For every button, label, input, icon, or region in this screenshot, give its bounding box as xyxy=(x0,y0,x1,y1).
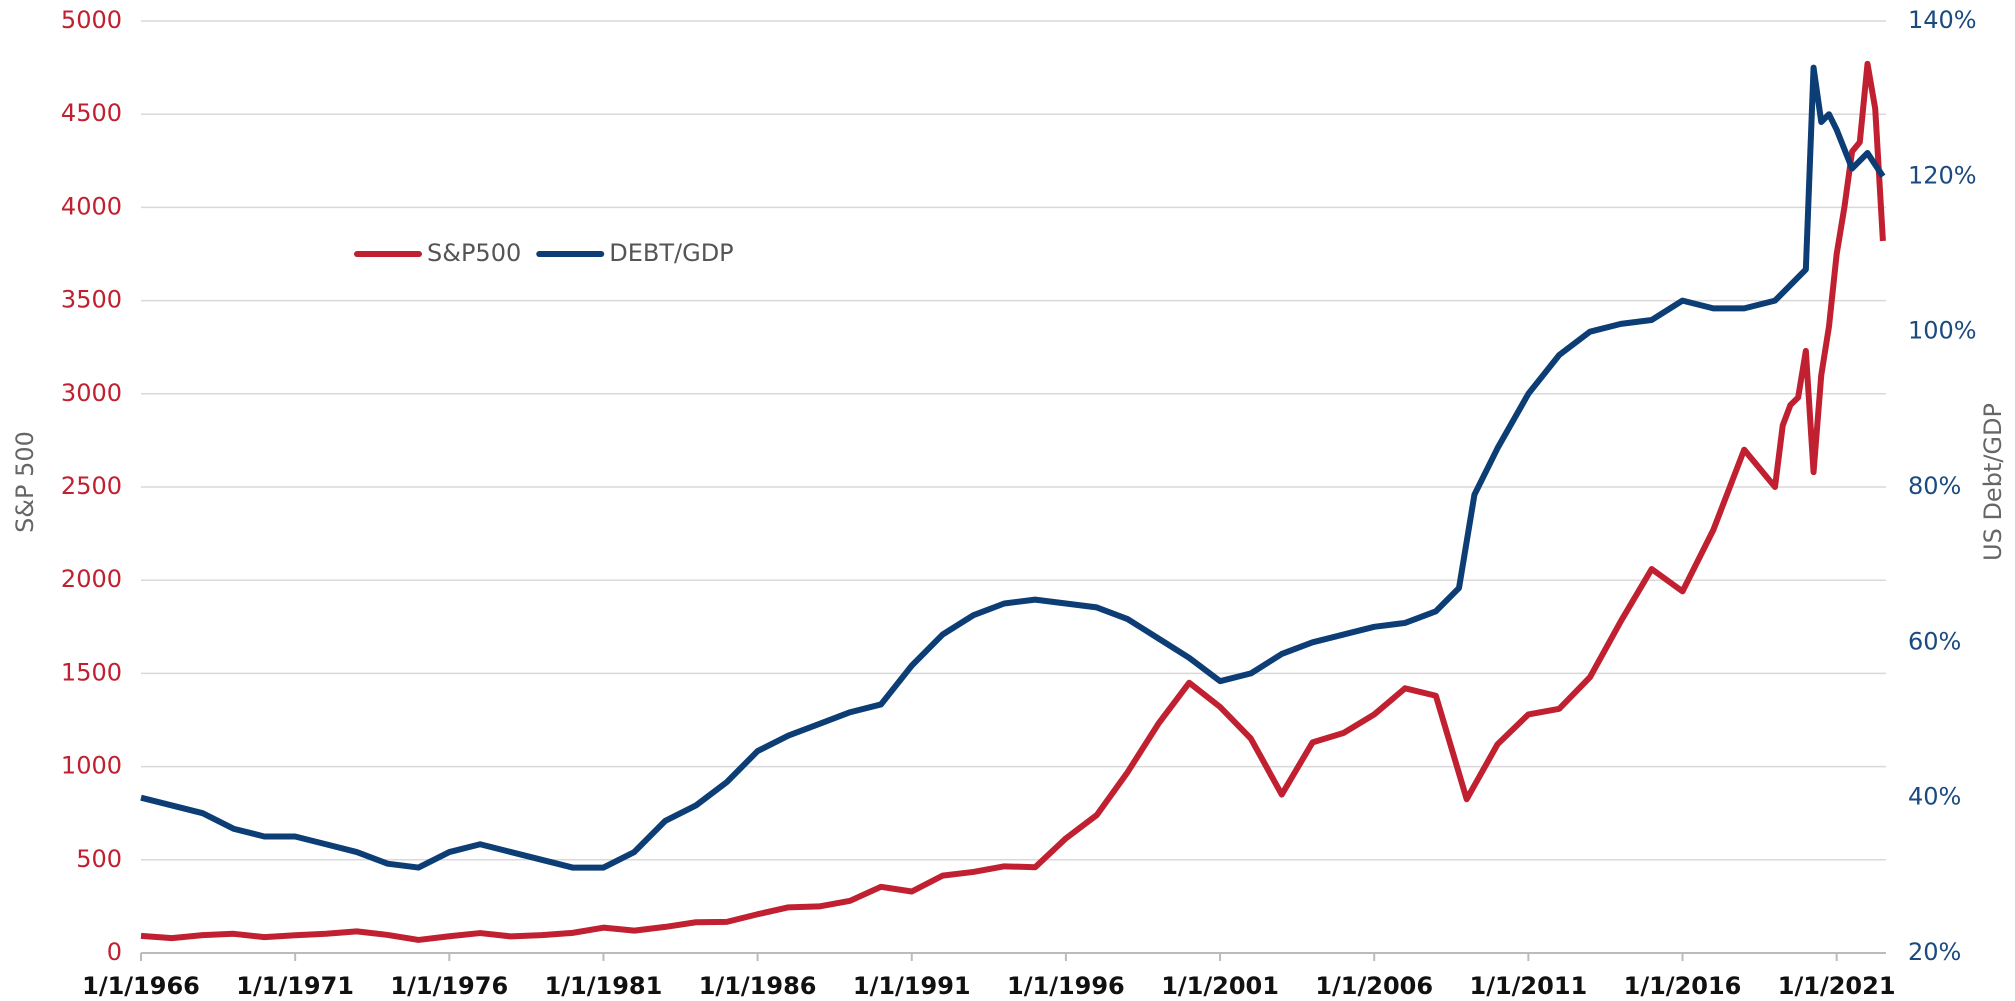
y-tick-label: 4500 xyxy=(61,99,122,127)
y-tick-label: 2000 xyxy=(61,565,122,593)
y-tick-label: 4000 xyxy=(61,192,122,220)
x-tick-label: 1/1/2011 xyxy=(1470,972,1588,1000)
y-tick-label: 2500 xyxy=(61,472,122,500)
y2-tick-label: 100% xyxy=(1908,317,1977,345)
x-tick-label: 1/1/2021 xyxy=(1778,972,1896,1000)
y2-tick-label: 20% xyxy=(1908,938,1961,966)
y-tick-label: 3000 xyxy=(61,379,122,407)
x-tick-label: 1/1/1981 xyxy=(545,972,663,1000)
x-tick-label: 1/1/1996 xyxy=(1007,972,1125,1000)
y-axis-label: S&P 500 xyxy=(11,431,39,533)
y-tick-label: 3500 xyxy=(61,286,122,314)
y-tick-label: 1000 xyxy=(61,752,122,780)
x-tick-label: 1/1/1986 xyxy=(699,972,817,1000)
y-tick-label: 0 xyxy=(107,938,122,966)
legend-label: S&P500 xyxy=(427,239,521,267)
line-series xyxy=(140,64,1886,871)
y2-tick-label: 80% xyxy=(1908,472,1961,500)
y2-tick-label: 40% xyxy=(1908,783,1961,811)
x-tick-label: 1/1/1976 xyxy=(390,972,508,1000)
y2-axis-label: US Debt/GDP xyxy=(1979,403,2007,561)
y-tick-label: 500 xyxy=(76,845,122,873)
line-series xyxy=(140,60,1886,943)
x-tick-label: 1/1/2001 xyxy=(1161,972,1279,1000)
x-tick-label: 1/1/2016 xyxy=(1624,972,1742,1000)
y-tick-label: 1500 xyxy=(61,658,122,686)
legend-label: DEBT/GDP xyxy=(609,239,733,267)
x-tick-label: 1/1/1966 xyxy=(82,972,200,1000)
x-tick-label: 1/1/2006 xyxy=(1315,972,1433,1000)
y2-tick-label: 60% xyxy=(1908,627,1961,655)
y-tick-label: 5000 xyxy=(61,6,122,34)
x-tick-label: 1/1/1971 xyxy=(236,972,354,1000)
y2-tick-label: 140% xyxy=(1908,6,1977,34)
x-tick-label: 1/1/1991 xyxy=(853,972,971,1000)
y2-tick-label: 120% xyxy=(1908,161,1977,189)
